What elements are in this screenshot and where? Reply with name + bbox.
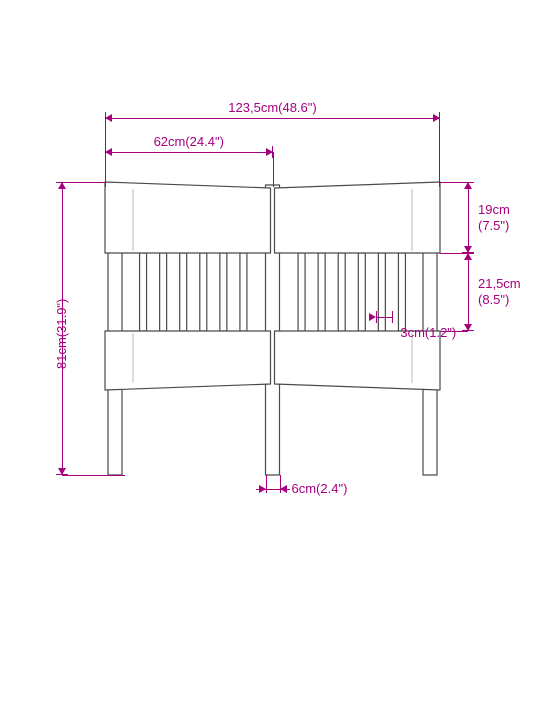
slat	[398, 253, 405, 331]
dim-label-right-215-a: 21,5cm	[478, 276, 521, 291]
slat	[378, 253, 385, 331]
slat	[140, 253, 147, 331]
dim-label-6cm: 6cm(2.4")	[292, 481, 348, 496]
slat	[180, 253, 187, 331]
slat	[160, 253, 167, 331]
dim-label-left-full: 81cm(31.9")	[54, 298, 69, 368]
slat	[298, 253, 305, 331]
dim-label-right-19-b: (7.5")	[478, 218, 509, 233]
dim-line-top-half	[105, 152, 273, 153]
dim-label-right-215-b: (8.5")	[478, 292, 509, 307]
dim-label-top-full: 123,5cm(48.6")	[228, 100, 316, 115]
slat	[220, 253, 227, 331]
dim-label-3cm: 3cm(1.2")	[400, 325, 456, 340]
diagram-canvas: 123,5cm(48.6") 62cm(24.4") 81cm(31.9") 19cm…	[0, 0, 540, 720]
slat	[200, 253, 207, 331]
dim-label-top-half: 62cm(24.4")	[154, 134, 224, 149]
dim-line-right-215	[468, 253, 469, 331]
dim-line-top-full	[105, 118, 440, 119]
slat	[358, 253, 365, 331]
top-panel-right	[275, 182, 441, 253]
dim-label-right-19-a: 19cm	[478, 202, 510, 217]
slat	[318, 253, 325, 331]
slat	[338, 253, 345, 331]
top-panel-left	[105, 182, 271, 253]
bottom-panel-left	[105, 331, 271, 390]
dim-line-right-19	[468, 182, 469, 253]
slat	[240, 253, 247, 331]
